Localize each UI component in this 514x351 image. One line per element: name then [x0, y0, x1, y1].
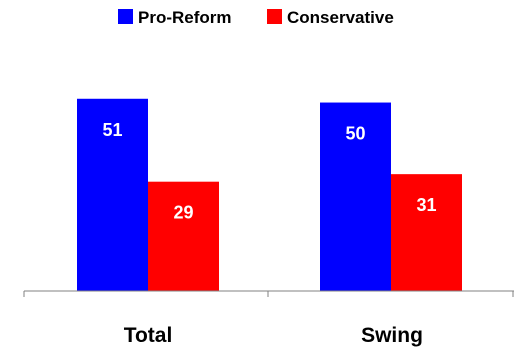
bars-group	[77, 98, 462, 292]
legend-swatch-conservative	[267, 9, 282, 24]
data-label-total-conservative: 29	[173, 203, 193, 223]
category-label-swing: Swing	[361, 324, 423, 347]
legend-label-conservative: Conservative	[287, 8, 394, 27]
legend-label-pro-reform: Pro-Reform	[138, 8, 232, 27]
data-label-swing-pro-reform: 50	[345, 124, 365, 144]
bar-swing-pro-reform	[320, 102, 391, 292]
legend-swatch-pro-reform	[118, 9, 133, 24]
data-label-total-pro-reform: 51	[102, 120, 122, 140]
category-label-total: Total	[124, 324, 173, 347]
bar-total-conservative	[148, 181, 219, 291]
data-label-swing-conservative: 31	[416, 195, 436, 215]
data-labels-group: 51 29 50 31	[102, 120, 436, 223]
x-axis: Total Swing	[23, 290, 514, 347]
bar-swing-conservative	[391, 174, 462, 291]
bar-total-pro-reform	[77, 98, 148, 292]
legend: Pro-Reform Conservative	[118, 8, 394, 27]
